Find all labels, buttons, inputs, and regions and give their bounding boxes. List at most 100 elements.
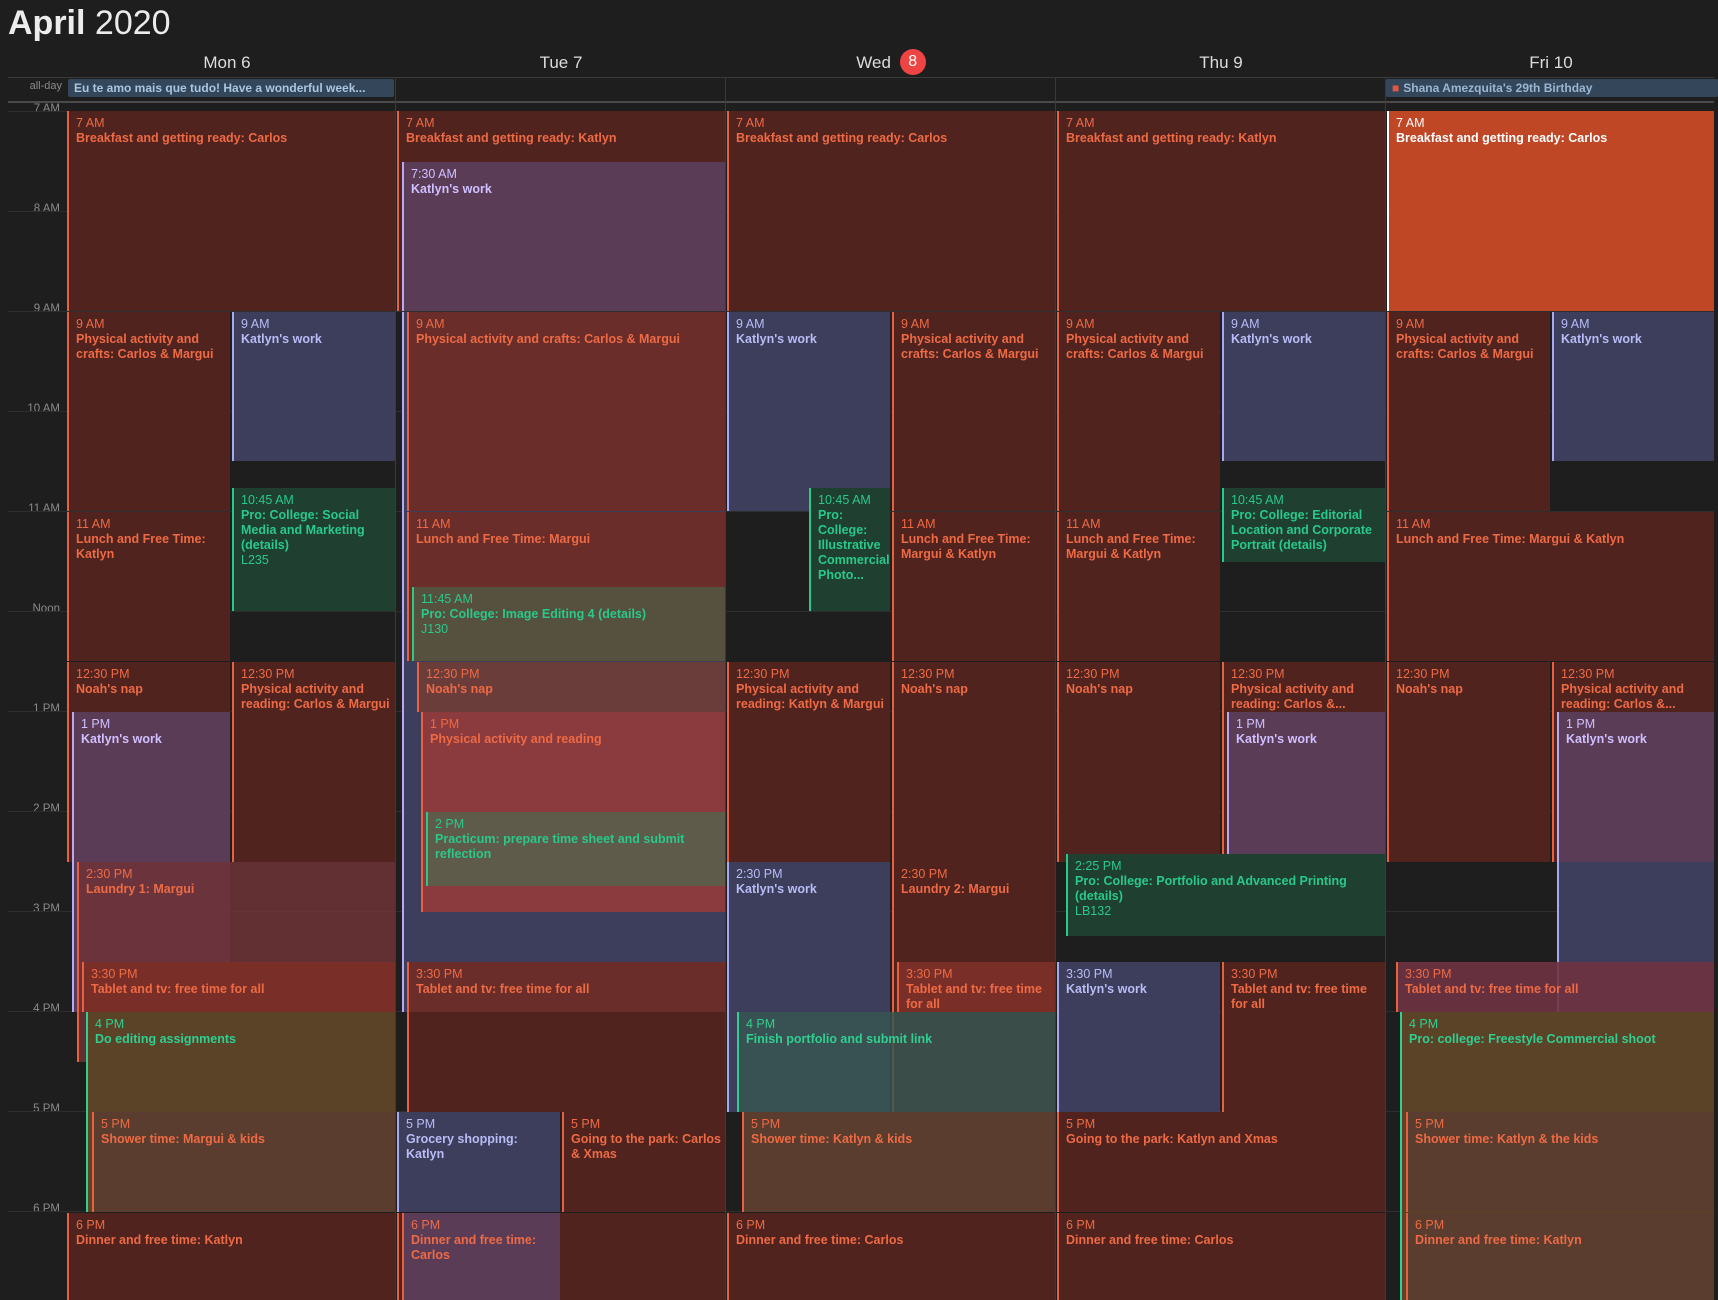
event[interactable]: 6 PM Dinner and free time: Carlos (402, 1213, 560, 1300)
event-title: Katlyn's work (81, 732, 162, 746)
event[interactable]: 9 AM Physical activity and crafts: Carlos… (1057, 312, 1220, 511)
month-title: April 2020 (8, 4, 171, 43)
event[interactable]: 5 PM Going to the park: Katlyn and Xmas (1057, 1112, 1385, 1212)
event[interactable]: 5 PM Grocery shopping: Katlyn (397, 1112, 560, 1212)
event-title: Pro: College: Editorial Location and Cor… (1231, 508, 1372, 552)
event-time: 5 PM (751, 1117, 781, 1131)
event[interactable]: 9 AM Katlyn's work (232, 312, 395, 461)
event[interactable]: 7 AM Breakfast and getting ready: Katlyn (1057, 111, 1385, 311)
event-title: Laundry 2: Margui (901, 882, 1010, 896)
event-title: Breakfast and getting ready: Katlyn (406, 131, 617, 145)
event-time: 1 PM (1236, 717, 1266, 731)
event-time: 2:30 PM (736, 867, 783, 881)
event[interactable]: 10:45 AM Pro: College: Editorial Location… (1222, 488, 1385, 562)
event[interactable]: 11 AM Lunch and Free Time: Katlyn (67, 512, 230, 661)
event[interactable]: 5 PM Shower time: Katlyn & kids (742, 1112, 1055, 1212)
day-label: Thu 9 (1199, 53, 1243, 72)
event[interactable]: 5 PM Shower time: Katlyn & the kids (1406, 1112, 1714, 1212)
event-title: Katlyn's work (1066, 982, 1147, 996)
event[interactable]: 12:30 PM Noah's nap (1387, 662, 1550, 862)
event[interactable]: 11:45 AM Pro: College: Image Editing 4 (d… (412, 587, 725, 661)
event-title: Katlyn's work (736, 332, 817, 346)
event[interactable]: 7 AM Breakfast and getting ready: Carlos (67, 111, 395, 311)
event[interactable]: 3:30 PM Tablet and tv: free time for all (1222, 962, 1385, 1112)
event[interactable]: 1 PM Katlyn's work (1227, 712, 1385, 862)
event-title: Going to the park: Carlos & Xmas (571, 1132, 722, 1161)
event-time: 10:45 AM (818, 493, 871, 507)
event-location: L235 (241, 553, 269, 567)
event-title: Dinner and free time: Carlos (1066, 1233, 1234, 1247)
day-header-fri[interactable]: Fri 10 (1386, 48, 1716, 78)
event[interactable]: 11 AM Lunch and Free Time: Margui & Katly… (892, 512, 1055, 661)
event-title: Katlyn's work (1231, 332, 1312, 346)
event-title: Katlyn's work (1566, 732, 1647, 746)
event[interactable]: 9 AM Physical activity and crafts: Carlos… (892, 312, 1055, 511)
today-badge: 8 (899, 48, 926, 75)
event[interactable]: 2 PM Practicum: prepare time sheet and su… (426, 812, 725, 886)
event-title: Physical activity and reading: Carlos &.… (1231, 682, 1354, 711)
event[interactable]: 9 AM Physical activity and crafts: Carlos… (67, 312, 230, 511)
event-time: 2:30 PM (901, 867, 948, 881)
event[interactable]: 7 AM Breakfast and getting ready: Carlos (727, 111, 1055, 311)
all-day-event-birthday[interactable]: ■ Shana Amezquita's 29th Birthday (1386, 79, 1718, 97)
event[interactable]: 5 PM Going to the park: Carlos & Xmas (562, 1112, 725, 1212)
event[interactable]: 12:30 PM Noah's nap (417, 662, 725, 712)
event[interactable]: 3:30 PM Tablet and tv: free time for all (407, 962, 725, 1012)
hour-label: 11 AM (28, 503, 60, 515)
event[interactable]: 6 PM Dinner and free time: Katlyn (1406, 1213, 1714, 1300)
event-time: 9 AM (1396, 317, 1425, 331)
event[interactable]: 4 PM Finish portfolio and submit link (737, 1012, 1055, 1112)
day-header-thu[interactable]: Thu 9 (1056, 48, 1386, 78)
event-title: Pro: College: Illustrative Commercial Ph… (818, 508, 890, 582)
event-time: 1 PM (430, 717, 460, 731)
event[interactable]: 9 AM Katlyn's work (1552, 312, 1714, 461)
event-title: Dinner and free time: Carlos (736, 1233, 904, 1247)
event[interactable]: 6 PM Dinner and free time: Carlos (1057, 1213, 1385, 1300)
event-title: Breakfast and getting ready: Katlyn (1066, 131, 1277, 145)
event-title: Pro: college: Freestyle Commercial shoot (1409, 1032, 1656, 1046)
event[interactable]: 5 PM Shower time: Margui & kids (92, 1112, 395, 1212)
event[interactable]: 12:30 PM Noah's nap (1057, 662, 1220, 862)
column-divider (725, 77, 726, 1300)
event-time: 11 AM (76, 517, 111, 531)
event[interactable]: 9 AM Katlyn's work (1222, 312, 1385, 461)
all-day-event[interactable]: Eu te amo mais que tudo! Have a wonderfu… (68, 79, 394, 97)
event[interactable]: 6 PM Dinner and free time: Katlyn (67, 1213, 395, 1300)
event[interactable]: 9 AM Katlyn's work (727, 312, 890, 511)
event[interactable]: 1 PM Katlyn's work (1557, 712, 1714, 862)
event-title: Lunch and Free Time: Margui & Katlyn (1396, 532, 1625, 546)
day-header-wed[interactable]: Wed 8 (726, 48, 1056, 78)
event[interactable]: 12:30 PM Noah's nap (892, 662, 1055, 862)
event[interactable]: 3:30 PM Katlyn's work (1057, 962, 1220, 1112)
event[interactable]: 3:30 PM Tablet and tv: free time for all (1396, 962, 1714, 1012)
event[interactable]: 9 AM Physical activity and crafts: Carlos… (1387, 312, 1550, 511)
event-selected[interactable]: 7 AM Breakfast and getting ready: Carlos (1387, 111, 1714, 311)
event-title: Dinner and free time: Katlyn (1415, 1233, 1582, 1247)
day-header-tue[interactable]: Tue 7 (396, 48, 726, 78)
event[interactable]: 12:30 PM Physical activity and reading: K… (727, 662, 890, 862)
event[interactable]: 3:30 PM Tablet and tv: free time for all (897, 962, 1055, 1012)
event[interactable]: 7:30 AM Katlyn's work (402, 162, 725, 311)
hour-label: 7 AM (33, 103, 60, 115)
event[interactable]: 12:30 PM Physical activity and reading: C… (232, 662, 395, 862)
event[interactable]: 10:45 AM Pro: College: Illustrative Comme… (809, 488, 890, 611)
event[interactable]: 2:25 PM Pro: College: Portfolio and Advan… (1066, 854, 1385, 936)
event[interactable]: 10:45 AM Pro: College: Social Media and M… (232, 488, 395, 611)
day-label: Tue 7 (539, 53, 583, 72)
event-title: Breakfast and getting ready: Carlos (736, 131, 948, 145)
event-title: Katlyn's work (411, 182, 492, 196)
event[interactable]: 6 PM Dinner and free time: Carlos (727, 1213, 1055, 1300)
event-time: 3:30 PM (906, 967, 953, 981)
day-label: Mon 6 (203, 53, 251, 72)
event[interactable]: 3:30 PM Tablet and tv: free time for all (82, 962, 395, 1012)
day-header-mon[interactable]: Mon 6 (62, 48, 392, 78)
event-title: Physical activity and crafts: Carlos & M… (901, 332, 1039, 361)
event[interactable]: 11 AM Lunch and Free Time: Margui & Katly… (1387, 512, 1714, 661)
event-block[interactable] (407, 1012, 725, 1112)
event[interactable]: 9 AM Physical activity and crafts: Carlos… (407, 312, 725, 511)
event-title: Breakfast and getting ready: Carlos (76, 131, 288, 145)
event-time: 5 PM (406, 1117, 436, 1131)
hour-label: Noon (32, 603, 61, 615)
event[interactable]: 11 AM Lunch and Free Time: Margui & Katly… (1057, 512, 1220, 661)
event-title: Lunch and Free Time: Katlyn (76, 532, 206, 561)
